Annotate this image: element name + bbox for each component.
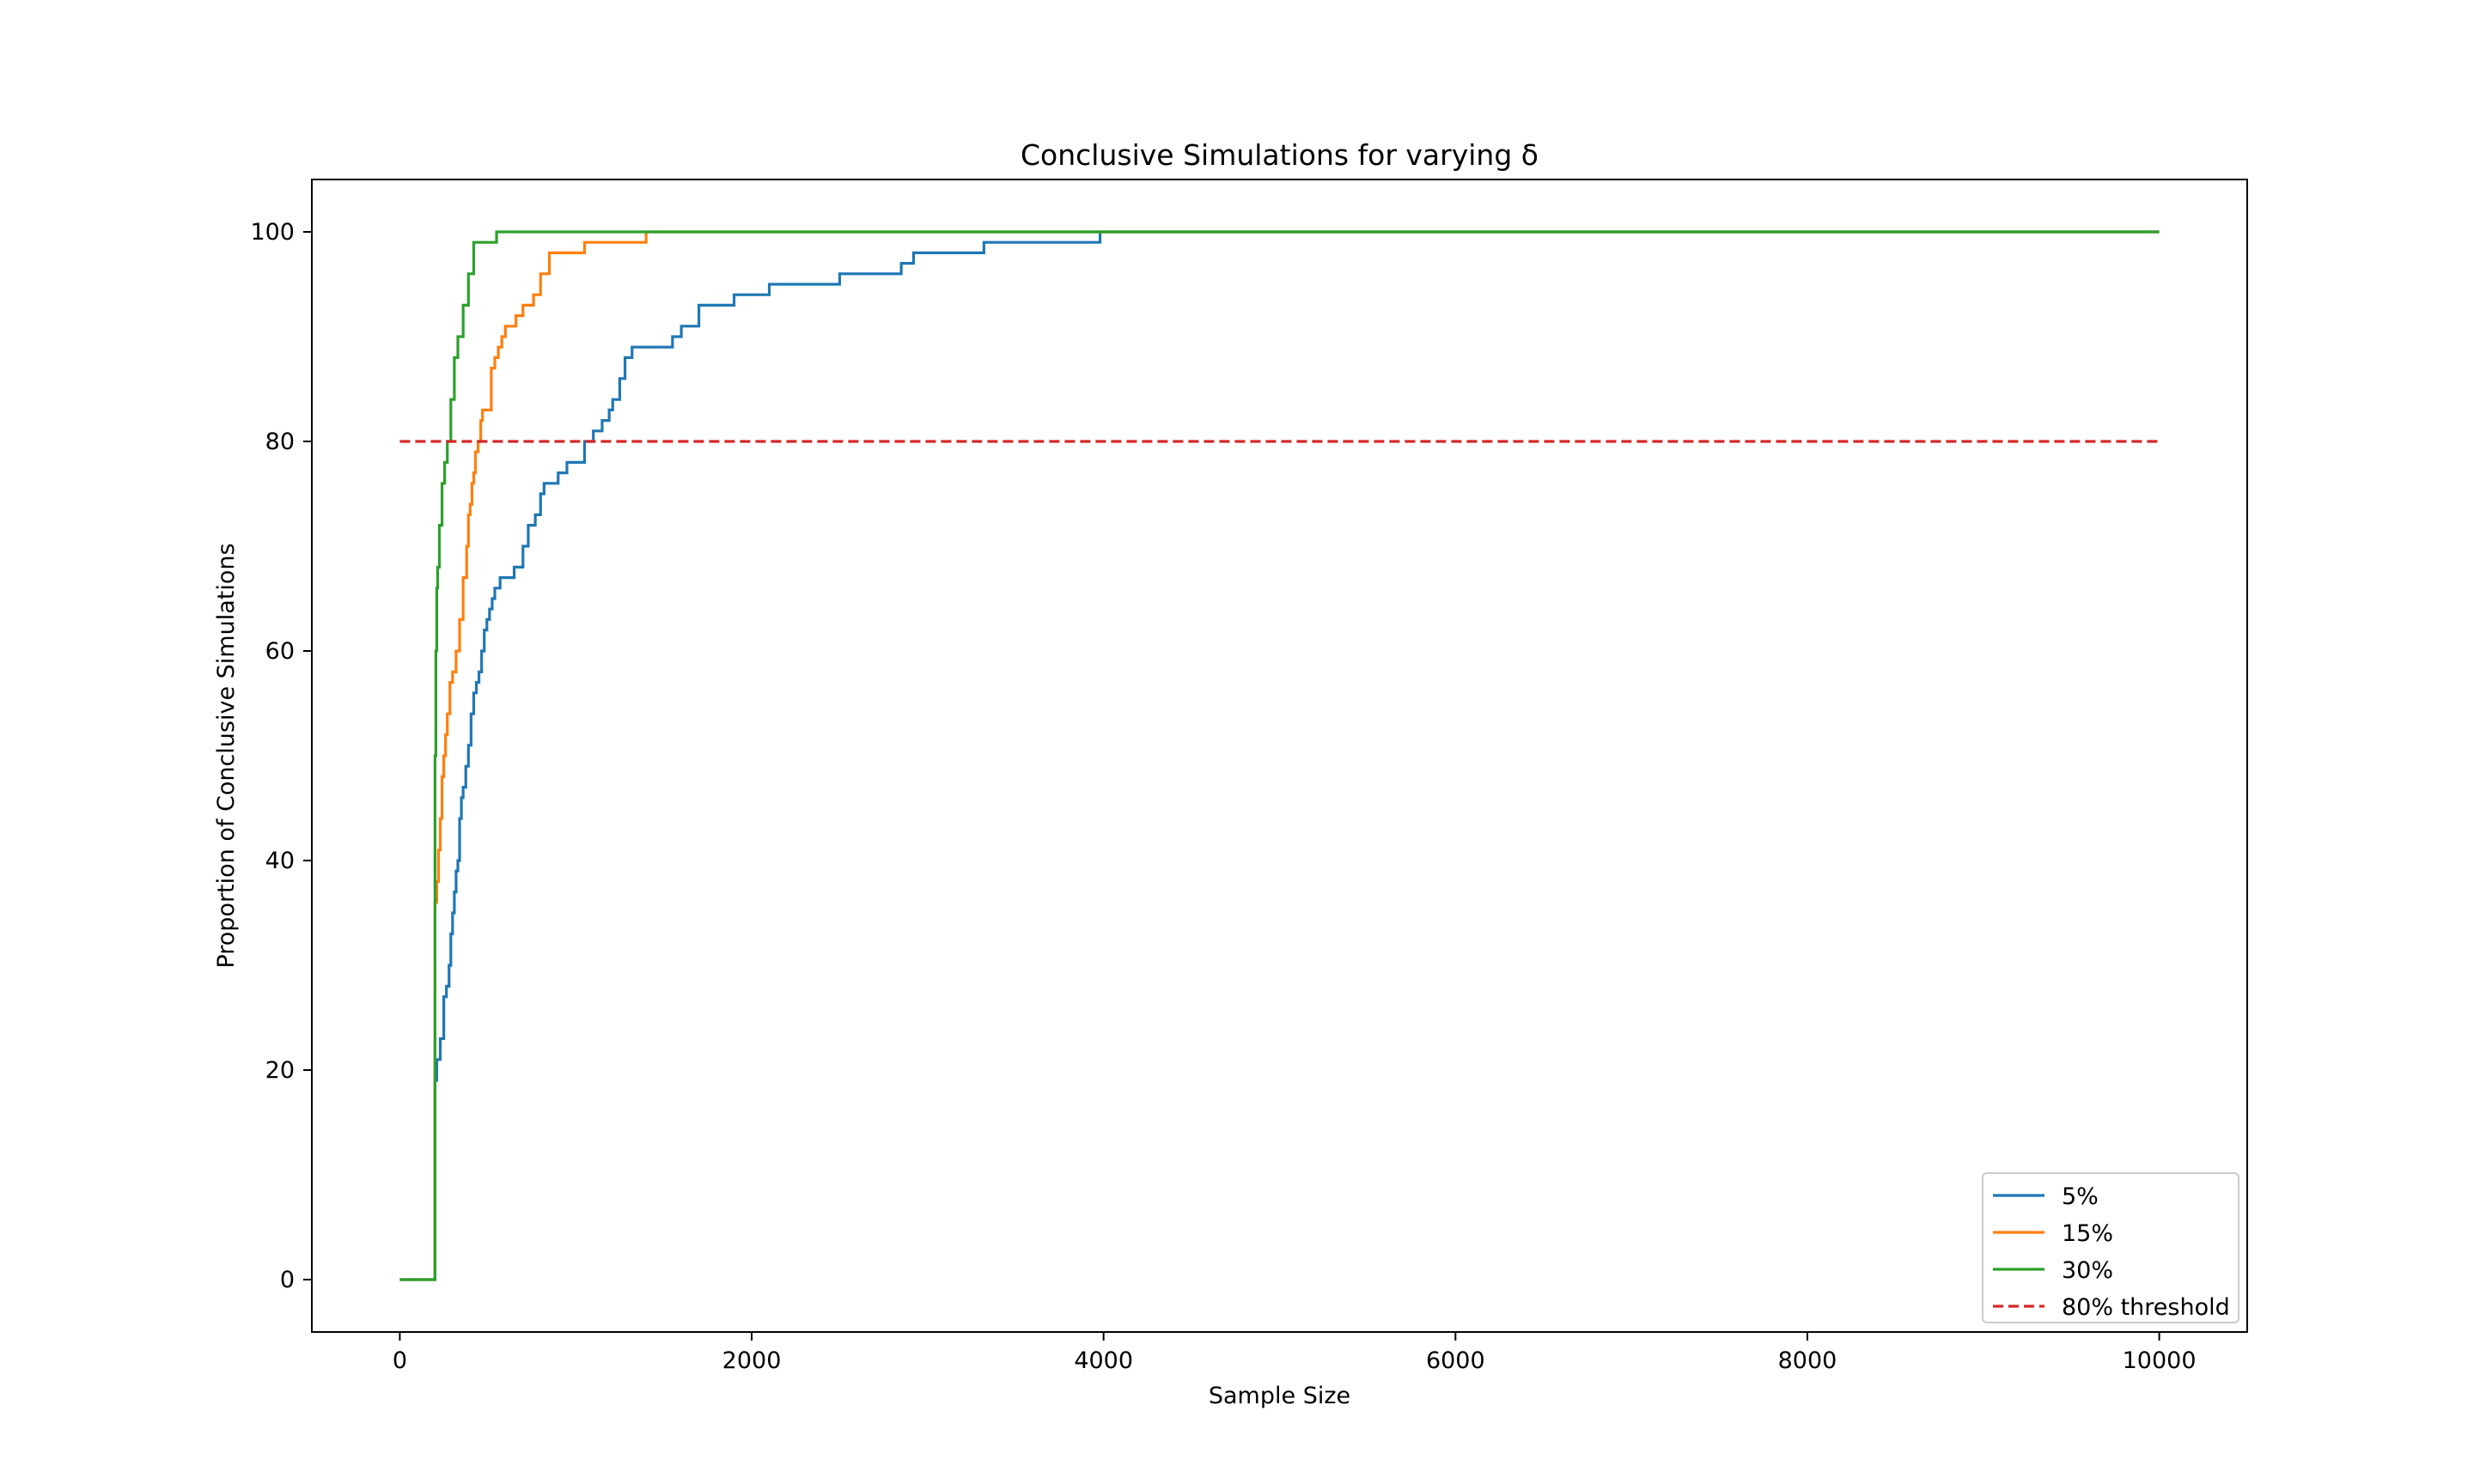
x-axis: 0 2000 4000 6000 8000 10000 [393,1332,2197,1374]
y-tick-label: 20 [265,1057,295,1084]
series-line-1 [399,230,2160,1281]
y-tick-label: 100 [250,219,295,246]
legend-label: 15% [2062,1220,2113,1247]
series-line-2 [399,230,2160,1281]
legend: 5% 15% 30% 80% threshold [1982,1172,2239,1323]
x-tick-label: 2000 [722,1347,782,1374]
series-line-0 [399,230,2160,1281]
legend-box [1982,1172,2239,1323]
y-tick-label: 80 [265,429,295,455]
y-tick-label: 40 [265,848,295,874]
chart-title: Conclusive Simulations for varying δ [1021,138,1539,172]
x-tick-label: 4000 [1074,1347,1133,1374]
y-tick-label: 0 [280,1267,295,1293]
plot-frame [311,179,2248,1333]
x-tick-label: 0 [393,1347,407,1374]
series-layer [399,230,2160,1281]
x-tick-label: 10000 [2123,1347,2197,1374]
legend-label: 5% [2062,1183,2099,1210]
x-tick-label: 8000 [1778,1347,1837,1374]
y-axis-label: Proportion of Conclusive Simulations [213,543,240,968]
y-axis: 0 20 40 60 80 100 [250,219,312,1293]
x-tick-label: 6000 [1426,1347,1485,1374]
x-axis-label: Sample Size [1209,1383,1350,1409]
y-tick-label: 60 [265,638,295,665]
legend-label: 80% threshold [2062,1294,2230,1321]
legend-label: 30% [2062,1257,2113,1284]
